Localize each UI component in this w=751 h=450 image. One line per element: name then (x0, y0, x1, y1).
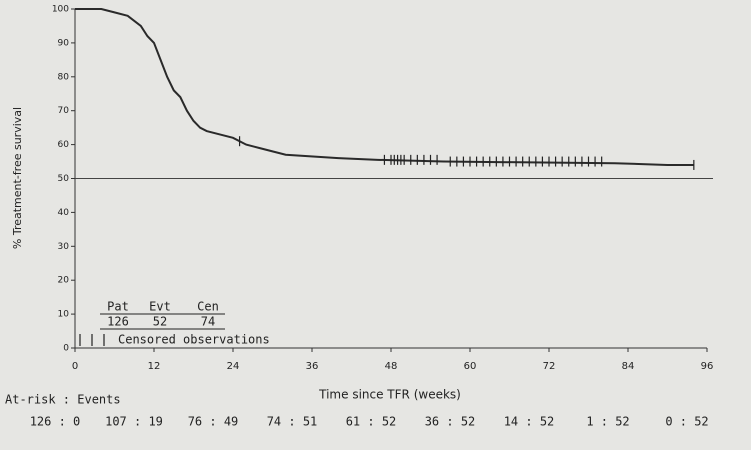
summary-header: Pat (107, 300, 129, 314)
at-risk-value: 74 : 51 (267, 415, 318, 429)
x-tick-label: 96 (701, 361, 714, 372)
summary-value: 126 (107, 315, 129, 329)
y-tick-label: 50 (58, 174, 70, 184)
summary-value: 74 (201, 315, 215, 329)
at-risk-value: 107 : 19 (105, 415, 163, 429)
y-tick-label: 30 (58, 242, 70, 252)
at-risk-value: 61 : 52 (346, 415, 397, 429)
at-risk-label: At-risk : Events (5, 393, 121, 407)
survival-line (75, 8, 694, 166)
at-risk-value: 14 : 52 (504, 415, 555, 429)
y-tick-label: 100 (52, 5, 69, 15)
y-tick-label: 10 (58, 310, 70, 320)
y-tick-label: 80 (58, 72, 70, 82)
at-risk-value: 36 : 52 (425, 415, 476, 429)
summary-header: Evt (149, 300, 171, 314)
at-risk-value: 76 : 49 (188, 415, 239, 429)
at-risk-value: 1 : 52 (586, 415, 629, 429)
legend-censor-icon (79, 334, 105, 346)
y-axis-label: % Treatment-free survival (11, 107, 24, 249)
x-tick-label: 0 (72, 361, 78, 372)
at-risk-value: 0 : 52 (665, 415, 708, 429)
x-tick-label: 48 (385, 361, 398, 372)
at-risk-value: 126 : 0 (30, 415, 81, 429)
x-tick-label: 12 (148, 361, 161, 372)
summary-value: 52 (153, 315, 167, 329)
y-tick-label: 70 (58, 106, 70, 116)
y-tick-label: 20 (58, 276, 70, 286)
x-tick-label: 36 (306, 361, 319, 372)
summary-header: Cen (197, 300, 219, 314)
y-tick-label: 90 (58, 38, 70, 48)
x-tick-label: 60 (464, 361, 477, 372)
x-tick-label: 84 (622, 361, 635, 372)
x-tick-label: 72 (543, 361, 556, 372)
legend-text: Censored observations (118, 333, 270, 347)
y-tick-label: 40 (58, 208, 70, 218)
x-tick-label: 24 (227, 361, 240, 372)
x-axis-label: Time since TFR (weeks) (318, 388, 461, 402)
y-tick-label: 0 (63, 344, 69, 354)
y-tick-label: 60 (58, 140, 70, 150)
